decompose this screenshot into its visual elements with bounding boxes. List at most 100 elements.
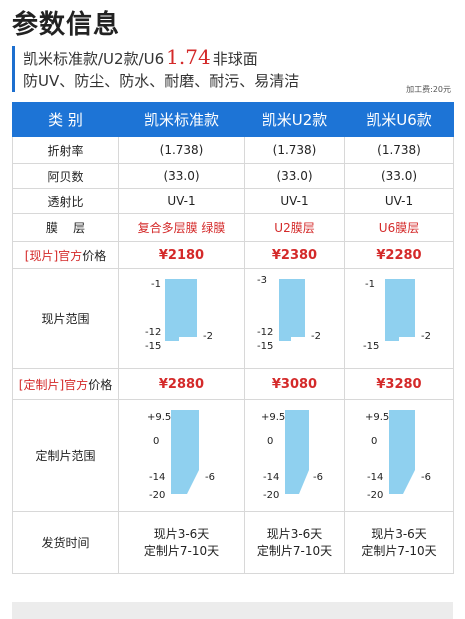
header-u2: 凯米U2款 [244,102,345,137]
range-label-side: -6 [205,472,215,483]
table-cell: (1.738) [118,136,245,164]
row-label: 现片范围 [12,268,119,369]
row-label: 定制片范围 [12,399,119,512]
table-row-stock-range: 现片范围 -1 -12 -15 -2 -3 -12 -15 -2 -1 [12,268,454,369]
table-row-custom-range: 定制片范围 +9.5 0 -14 -20 -6 +9.5 0 -14 -20 -… [12,399,454,512]
row-label: 阿贝数 [12,163,119,189]
delivery-custom: 定制片7-10天 [361,543,437,558]
price-cell: ¥3280 [344,368,454,400]
table-row-refractive: 折射率 (1.738) (1.738) (1.738) [12,136,454,164]
range-label-bottom: -15 [145,341,161,352]
page-title: 参数信息 [12,10,121,40]
range-shape [279,279,305,341]
delivery-stock: 现片3-6天 [153,526,210,541]
table-cell: UV-1 [244,188,345,214]
range-label-t4: -20 [263,490,279,501]
params-table: 类 别 凯米标准款 凯米U2款 凯米U6款 折射率 (1.738) (1.738… [12,102,454,574]
header-category: 类 别 [12,102,119,137]
row-label: 发货时间 [12,511,119,574]
processing-fee: 加工费:20元 [406,85,451,94]
delivery-cell: 现片3-6天 定制片7-10天 [344,511,454,574]
range-label-t2: 0 [153,436,159,447]
subtitle-suffix: 非球面 [212,50,258,68]
range-label-t1: +9.5 [261,412,285,423]
range-label-t4: -20 [367,490,383,501]
label-bracket: [定制片] [18,377,65,392]
subtitle-block: 凯米标准款/U2款/U6 1.74 非球面 防UV、防尘、防水、耐磨、耐污、易清洁 [12,46,299,92]
range-cell: -1 -15 -2 [344,268,454,369]
range-label-t3: -14 [149,472,165,483]
range-shape [285,410,309,494]
range-label-t3: -14 [367,472,383,483]
table-row-coating: 膜 层 复合多层膜 绿膜 U2膜层 U6膜层 [12,213,454,242]
delivery-cell: 现片3-6天 定制片7-10天 [244,511,345,574]
range-label-t1: +9.5 [365,412,389,423]
range-label-side: -2 [421,331,431,342]
label-bracket: [现片] [24,248,59,263]
range-cell: -1 -12 -15 -2 [118,268,245,369]
row-label: [现片]官方价格 [12,241,119,269]
table-header-row: 类 别 凯米标准款 凯米U2款 凯米U6款 [12,102,454,137]
delivery-custom: 定制片7-10天 [143,543,220,558]
delivery-custom: 定制片7-10天 [256,543,333,558]
table-row-transmission: 透射比 UV-1 UV-1 UV-1 [12,188,454,214]
stock-range-diagram: -1 -15 -2 [363,279,431,352]
subtitle-index: 1.74 [166,45,211,69]
table-row-delivery: 发货时间 现片3-6天 定制片7-10天 现片3-6天 定制片7-10天 现片3… [12,511,454,574]
price-cell: ¥2880 [118,368,245,400]
table-cell: (33.0) [344,163,454,189]
custom-range-diagram: +9.5 0 -14 -20 -6 [147,410,215,501]
range-cell: +9.5 0 -14 -20 -6 [118,399,245,512]
range-cell: +9.5 0 -14 -20 -6 [244,399,345,512]
delivery-stock: 现片3-6天 [371,526,427,541]
range-label-side: -2 [203,331,213,342]
range-label-side: -2 [311,331,321,342]
range-label-top: -1 [365,279,375,290]
features-line: 防UV、防尘、防水、耐磨、耐污、易清洁 [23,72,300,90]
range-shape [171,410,199,494]
range-label-mid: -12 [257,327,273,338]
row-label: 透射比 [12,188,119,214]
range-label-t3: -14 [263,472,279,483]
table-row-abbe: 阿贝数 (33.0) (33.0) (33.0) [12,163,454,189]
table-cell: (33.0) [244,163,345,189]
row-label: 膜 层 [12,213,119,242]
range-cell: +9.5 0 -14 -20 -6 [344,399,454,512]
table-cell: UV-1 [118,188,245,214]
price-cell: ¥2280 [344,241,454,269]
header-standard: 凯米标准款 [118,102,245,137]
stock-range-diagram: -1 -12 -15 -2 [145,279,213,352]
label-official: 官方 [64,377,89,392]
subtitle-line: 凯米标准款/U2款/U6 1.74 非球面 [23,46,299,70]
header-u6: 凯米U6款 [344,102,454,137]
range-label-top: -3 [257,275,267,286]
range-label-t2: 0 [371,436,377,447]
table-row-stock-price: [现片]官方价格 ¥2180 ¥2380 ¥2280 [12,241,454,269]
range-shape [165,279,197,341]
price-cell: ¥2180 [118,241,245,269]
label-rest: 价格 [88,377,113,392]
label-rest: 价格 [82,248,107,263]
range-shape [385,279,415,341]
table-cell: (1.738) [244,136,345,164]
row-label: [定制片]官方价格 [12,368,119,400]
range-label-t1: +9.5 [147,412,171,423]
range-label-side: -6 [421,472,431,483]
range-label-t4: -20 [149,490,165,501]
range-label-t2: 0 [267,436,273,447]
table-cell: (33.0) [118,163,245,189]
label-official: 官方 [58,248,83,263]
custom-range-diagram: +9.5 0 -14 -20 -6 [365,410,431,501]
table-cell: (1.738) [344,136,454,164]
price-cell: ¥2380 [244,241,345,269]
footnote-strip [12,602,453,619]
range-label-side: -6 [313,472,323,483]
delivery-stock: 现片3-6天 [266,526,323,541]
subtitle-prefix: 凯米标准款/U2款/U6 [23,50,165,68]
delivery-cell: 现片3-6天 定制片7-10天 [118,511,245,574]
stock-range-diagram: -3 -12 -15 -2 [257,275,321,352]
range-label-bottom: -15 [257,341,273,352]
range-cell: -3 -12 -15 -2 [244,268,345,369]
custom-range-diagram: +9.5 0 -14 -20 -6 [261,410,323,501]
row-label: 折射率 [12,136,119,164]
